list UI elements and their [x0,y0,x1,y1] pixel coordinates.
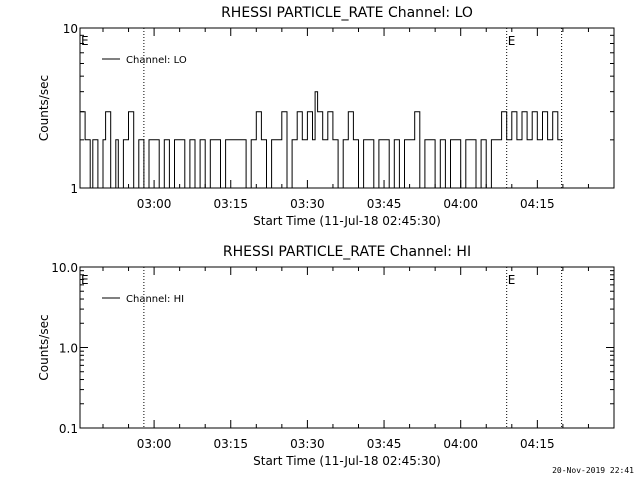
panel-2-x-tick-label: 03:00 [137,437,172,451]
panel-2-y-tick-label: 10.0 [51,261,78,275]
panel-1-x-tick-label: 04:00 [443,197,478,211]
panel-1-event-marker-label: E [508,34,516,48]
panel-2-y-tick-label: 0.1 [59,422,78,436]
panel-2-x-axis-label: Start Time (11-Jul-18 02:45:30) [253,454,441,468]
panel-1-x-tick-label: 04:15 [520,197,555,211]
panel-1-x-tick-label: 03:30 [290,197,325,211]
panel-1-x-tick-label: 03:45 [367,197,402,211]
panel-2-legend-label: Channel: HI [126,294,184,305]
panel-2-x-tick-label: 04:15 [520,437,555,451]
panel-1-plot-frame [79,27,615,189]
panel-1-x-tick-label: 03:15 [213,197,248,211]
panel-2-event-marker-label: E [508,273,516,287]
panel-1-y-tick-label: 1 [70,182,78,196]
panel-2-plot-frame [79,266,615,429]
panel-1-series-line-1 [80,91,563,189]
panel-2-chart-title: RHESSI PARTICLE_RATE Channel: HI [223,244,471,260]
panel-2-x-tick-label: 04:00 [443,437,478,451]
panel-1-y-tick-label: 10 [63,22,78,36]
plot-timestamp: 20-Nov-2019 22:41 [552,466,634,475]
panel-2-event-marker-label: E [81,273,89,287]
panel-1-chart-title: RHESSI PARTICLE_RATE Channel: LO [221,5,473,21]
panel-1-x-axis-label: Start Time (11-Jul-18 02:45:30) [253,214,441,228]
panel-1-legend-label: Channel: LO [126,55,187,66]
panel-1-x-tick-label: 03:00 [137,197,172,211]
panel-2-x-tick-label: 03:30 [290,437,325,451]
panel-2-x-tick-label: 03:45 [367,437,402,451]
panel-1-event-marker-label: E [81,34,89,48]
panel-1-y-axis-label: Counts/sec [37,75,51,141]
panel-2-y-tick-label: 1.0 [59,342,78,356]
panel-2-x-tick-label: 03:15 [213,437,248,451]
panel-2-y-axis-label: Counts/sec [37,314,51,380]
